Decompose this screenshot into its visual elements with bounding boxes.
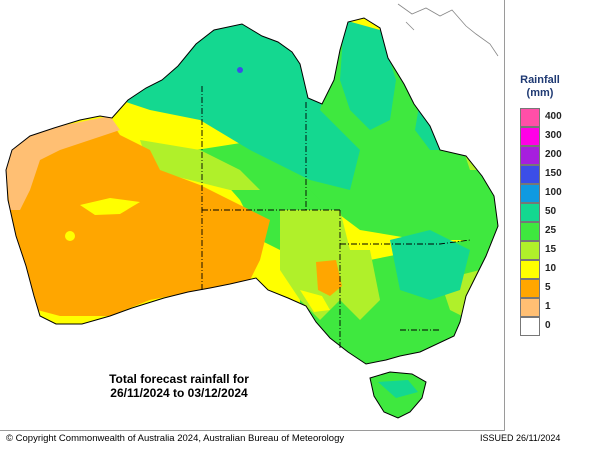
australia-rainfall-map <box>5 3 499 419</box>
legend-swatch-50 <box>520 203 540 222</box>
legend-swatch-100 <box>520 184 540 203</box>
forecast-caption: Total forecast rainfall for 26/11/2024 t… <box>94 372 264 400</box>
legend-label-10: 10 <box>545 263 557 274</box>
legend-swatch-0 <box>520 317 540 336</box>
legend-label-0: 0 <box>545 320 551 331</box>
issued-date: ISSUED 26/11/2024 <box>480 433 561 443</box>
legend-label-5: 5 <box>545 282 551 293</box>
legend-label-1: 1 <box>545 301 551 312</box>
legend-swatch-10 <box>520 260 540 279</box>
legend-label-300: 300 <box>545 130 562 141</box>
legend-label-15: 15 <box>545 244 557 255</box>
map-frame <box>0 0 505 431</box>
legend-swatch-150 <box>520 165 540 184</box>
legend-label-200: 200 <box>545 149 562 160</box>
legend-swatch-400 <box>520 108 540 127</box>
legend-swatch-200 <box>520 146 540 165</box>
caption-line2: 26/11/2024 to 03/12/2024 <box>110 386 248 400</box>
legend-title: Rainfall <box>520 74 560 86</box>
caption-line1: Total forecast rainfall for <box>109 372 249 386</box>
legend-swatch-300 <box>520 127 540 146</box>
legend-swatch-1 <box>520 298 540 317</box>
legend-swatch-25 <box>520 222 540 241</box>
legend-label-25: 25 <box>545 225 557 236</box>
legend-swatch-5 <box>520 279 540 298</box>
legend-label-400: 400 <box>545 111 562 122</box>
copyright-text: © Copyright Commonwealth of Australia 20… <box>6 433 345 444</box>
legend-label-100: 100 <box>545 187 562 198</box>
legend-swatch-15 <box>520 241 540 260</box>
legend-label-50: 50 <box>545 206 557 217</box>
legend-units: (mm) <box>526 87 554 99</box>
legend-label-150: 150 <box>545 168 562 179</box>
